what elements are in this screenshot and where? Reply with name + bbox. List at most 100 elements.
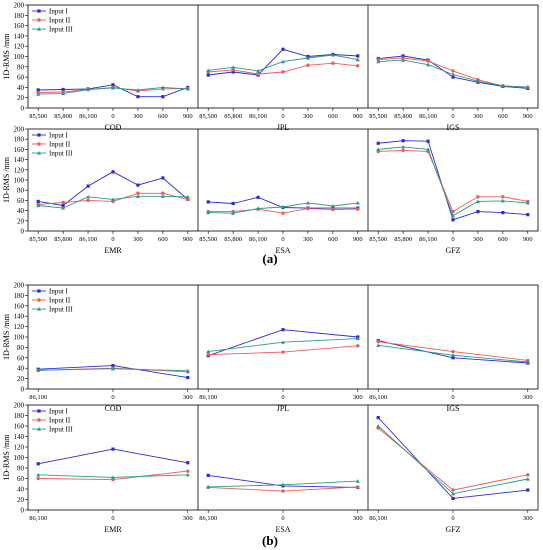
data-point [475, 199, 480, 204]
data-point [331, 61, 335, 65]
data-point [355, 200, 360, 205]
data-point [185, 368, 190, 373]
data-point [356, 485, 360, 489]
y-tick-label: 80 [17, 344, 25, 352]
x-tick-label: 300 [133, 236, 143, 243]
data-point [451, 353, 455, 357]
data-point [111, 364, 115, 368]
y-tick-label: 60 [17, 475, 25, 483]
data-point [526, 473, 530, 477]
panel-name-jpl: JPL [277, 123, 290, 132]
data-point [86, 184, 90, 188]
y-tick-label: 120 [14, 323, 25, 331]
data-point [451, 488, 455, 492]
data-point [256, 72, 260, 76]
chart-a-row-2: 0 20 40 60 80 100 120 140 160 180 200 1D-RMS /mm 85,… [2, 126, 539, 255]
data-point [451, 218, 455, 222]
x-tick-label: 300 [353, 515, 363, 522]
data-point [61, 200, 65, 205]
x-tick-label: 300 [473, 236, 483, 243]
y-tick-label: 0 [21, 105, 25, 113]
data-point [355, 57, 360, 62]
y-tick-label: 60 [17, 197, 25, 205]
data-point [206, 473, 210, 477]
data-point [501, 195, 505, 199]
data-point [61, 206, 66, 210]
panel-name-gfz: GFZ [445, 525, 460, 534]
legend-marker [37, 409, 41, 413]
x-tick-label: 85,500 [199, 113, 217, 120]
y-tick-label: 160 [14, 302, 25, 310]
data-point [36, 203, 41, 208]
panel-name-cod: COD [105, 404, 122, 413]
legend-label: Input I [49, 132, 69, 140]
data-point [206, 200, 210, 204]
legend-marker [37, 18, 41, 22]
y-tick-label: 40 [17, 207, 25, 215]
data-point [185, 86, 190, 91]
chart-a-row-1: 0 20 40 60 80 100 120 140 160 180 200 1D-RMS /mm 85,… [2, 2, 539, 132]
data-point [331, 207, 335, 212]
y-tick-label: 180 [14, 412, 25, 420]
data-point [111, 85, 115, 90]
y-tick-label: 100 [14, 177, 25, 185]
series-line-input-ii [377, 427, 528, 491]
panel-name-emr: EMR [104, 525, 122, 534]
data-point [281, 47, 285, 51]
x-tick-label: 85,500 [199, 236, 217, 243]
x-tick-label: 900 [353, 113, 363, 120]
y-tick-label: 120 [14, 166, 25, 174]
data-point [61, 91, 66, 96]
x-tick-label: 85,500 [369, 236, 387, 243]
data-point [136, 183, 140, 187]
data-point [281, 70, 285, 74]
x-tick-label: 86,100 [79, 113, 97, 120]
y-tick-label: 20 [17, 217, 25, 225]
y-tick-label: 0 [21, 507, 25, 515]
y-tick-label: 80 [17, 187, 25, 195]
y-tick-label: 200 [14, 282, 25, 290]
data-point [500, 83, 505, 88]
data-point [36, 92, 41, 96]
data-point [330, 52, 335, 57]
data-point [525, 359, 530, 364]
data-point [451, 496, 455, 501]
x-tick-label: 600 [158, 113, 168, 120]
x-tick-label: 300 [183, 515, 193, 522]
panel-name-esa: ESA [275, 525, 290, 534]
legend-label: Input III [49, 426, 73, 434]
x-tick-label: 0 [451, 236, 454, 243]
y-tick-label: 180 [14, 292, 25, 300]
data-point [185, 472, 190, 477]
y-tick-label: 180 [14, 136, 25, 144]
x-tick-label: 86,100 [29, 515, 47, 522]
data-point [111, 170, 115, 174]
legend-label: Input II [49, 17, 71, 25]
x-tick-label: 85,800 [54, 236, 72, 243]
data-point [451, 356, 455, 360]
x-tick-label: 86,100 [369, 515, 387, 522]
x-tick-label: 0 [281, 236, 284, 243]
x-tick-label: 0 [451, 394, 454, 401]
y-tick-label: 120 [14, 43, 25, 51]
x-tick-label: 300 [523, 515, 533, 522]
y-tick-label: 160 [14, 22, 25, 30]
data-point [330, 204, 335, 208]
x-tick-label: 600 [498, 113, 508, 120]
y-tick-label: 160 [14, 423, 25, 431]
x-tick-label: 0 [111, 113, 114, 120]
x-tick-label: 0 [451, 515, 454, 522]
y-axis-label: 1D-RMS /mm [2, 156, 11, 203]
data-point [376, 343, 381, 347]
data-point [231, 68, 235, 72]
y-tick-label: 120 [14, 444, 25, 452]
data-point [231, 201, 235, 206]
legend-label: Input II [49, 297, 71, 305]
data-point [451, 75, 455, 79]
chart-frame [27, 4, 539, 109]
data-point [36, 88, 40, 92]
data-point [61, 203, 65, 208]
data-point [451, 491, 455, 496]
